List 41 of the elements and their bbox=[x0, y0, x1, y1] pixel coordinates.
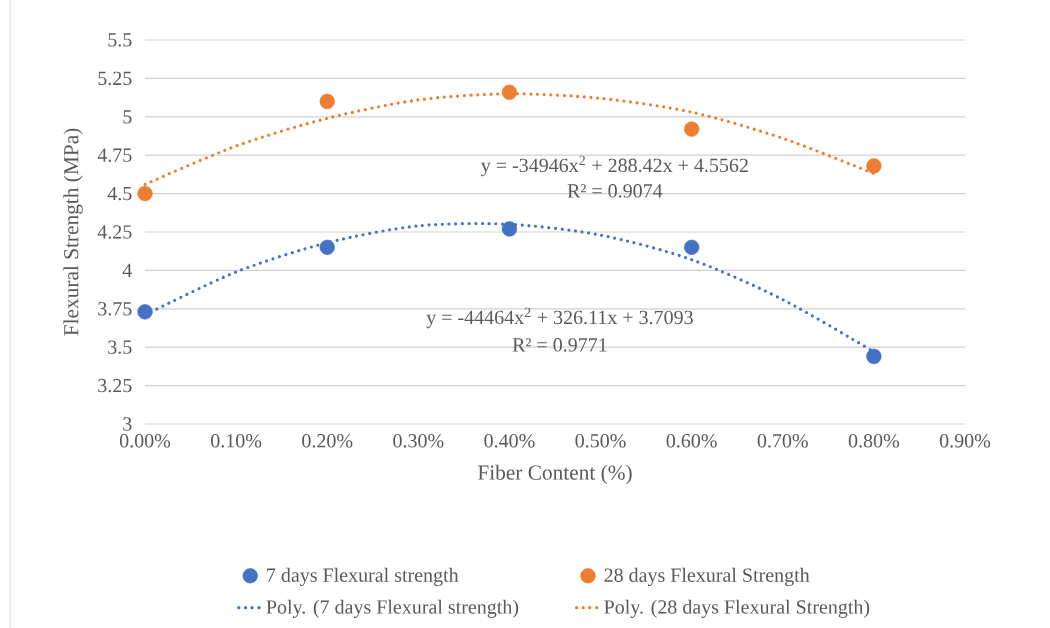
legend-label: 28 days Flexural Strength bbox=[604, 567, 810, 587]
x-tick-label: 0.40% bbox=[484, 434, 535, 448]
legend-label: Poly. (7 days Flexural strength) bbox=[266, 599, 519, 618]
point bbox=[866, 348, 882, 365]
x-tick-label: 0.60% bbox=[666, 434, 717, 448]
legend-label: 7 days Flexural strength bbox=[267, 567, 459, 587]
y-tick-label: 3 bbox=[123, 417, 132, 431]
y-tick-label: 5.5 bbox=[108, 33, 132, 47]
point bbox=[137, 304, 153, 320]
y-tick-label: 4 bbox=[122, 263, 132, 277]
point bbox=[684, 121, 700, 137]
y-tick-label: 3.25 bbox=[98, 378, 132, 393]
x-tick-label: 0.30% bbox=[393, 434, 444, 448]
point bbox=[319, 239, 335, 255]
x-tick-label: 0.10% bbox=[211, 434, 262, 448]
x-tick-label: 0.00% bbox=[119, 434, 171, 448]
x-tick-label: 0.50% bbox=[575, 434, 626, 448]
annotation: y = -44464x$^{2}$ + 326.11x + 3.7093 bbox=[426, 307, 693, 329]
point bbox=[137, 185, 153, 202]
annotation: y = -34946x$^{2}$ + 288.42x + 4.5562 bbox=[481, 155, 748, 177]
point bbox=[684, 239, 700, 255]
y-tick-label: 3.75 bbox=[98, 302, 132, 316]
point bbox=[866, 158, 882, 174]
y-tick-label: 4.25 bbox=[97, 225, 132, 239]
x-axis-title: Fiber Content (%) bbox=[477, 464, 632, 485]
y-tick-label: 4.5 bbox=[107, 186, 132, 201]
y-tick-label: 5 bbox=[123, 110, 132, 124]
point bbox=[501, 84, 518, 100]
annotation: R² = 0.9074 bbox=[567, 184, 663, 198]
x-tick-label: 0.90% bbox=[939, 434, 991, 448]
x-tick-label: 0.80% bbox=[848, 434, 900, 448]
point bbox=[501, 221, 518, 237]
point bbox=[319, 93, 335, 110]
y-tick-label: 5.25 bbox=[98, 71, 132, 86]
legend-label: Poly. (28 days Flexural Strength) bbox=[604, 599, 870, 618]
x-tick-label: 0.20% bbox=[302, 434, 353, 448]
y-axis-title: Flexural Strength (MPa) bbox=[63, 128, 83, 336]
annotation: R² = 0.9771 bbox=[512, 338, 607, 352]
y-tick-label: 3.5 bbox=[108, 340, 132, 354]
y-tick-label: 4.75 bbox=[97, 148, 132, 162]
x-tick-label: 0.70% bbox=[757, 434, 808, 448]
